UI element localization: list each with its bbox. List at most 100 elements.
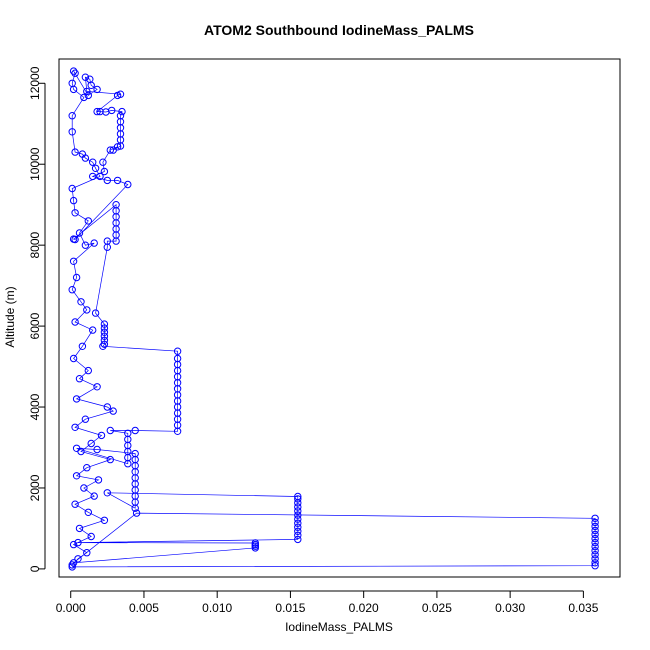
data-point bbox=[68, 112, 76, 120]
data-point bbox=[118, 107, 126, 116]
data-point bbox=[72, 273, 81, 282]
x-tick-label: 0.025 bbox=[422, 601, 452, 615]
data-point bbox=[80, 93, 88, 102]
data-point bbox=[294, 492, 302, 501]
chart-title: ATOM2 Southbound IodineMass_PALMS bbox=[204, 22, 474, 38]
data-point bbox=[591, 522, 599, 531]
x-tick-label: 0.005 bbox=[129, 601, 159, 615]
data-point bbox=[100, 332, 109, 340]
data-point bbox=[77, 298, 85, 306]
data-point bbox=[83, 549, 91, 557]
data-point bbox=[173, 347, 182, 355]
data-point bbox=[106, 455, 115, 464]
data-point bbox=[69, 540, 78, 549]
data-point bbox=[68, 563, 76, 571]
data-point bbox=[294, 535, 302, 544]
data-point bbox=[99, 158, 107, 166]
x-tick-label: 0.015 bbox=[275, 601, 305, 615]
data-point bbox=[124, 429, 132, 437]
data-point bbox=[90, 492, 98, 500]
data-point bbox=[81, 73, 90, 81]
data-point bbox=[69, 257, 78, 265]
data-point bbox=[90, 239, 98, 247]
data-point bbox=[100, 340, 109, 348]
data-point bbox=[103, 489, 112, 497]
y-axis-label: Altitude (m) bbox=[3, 286, 17, 347]
data-point bbox=[96, 107, 104, 116]
data-point bbox=[100, 167, 109, 176]
data-point bbox=[103, 237, 112, 245]
data-point bbox=[83, 306, 91, 314]
data-point bbox=[72, 472, 81, 480]
data-point bbox=[87, 532, 95, 541]
data-point bbox=[68, 184, 76, 193]
data-point bbox=[251, 539, 260, 547]
data-point bbox=[294, 523, 302, 531]
data-point bbox=[81, 154, 90, 162]
data-point bbox=[77, 447, 85, 456]
data-point bbox=[294, 515, 302, 523]
data-point bbox=[71, 235, 79, 244]
data-point bbox=[72, 395, 81, 403]
plot-frame bbox=[58, 58, 621, 578]
y-tick-label: 12000 bbox=[28, 66, 42, 100]
data-point bbox=[84, 217, 93, 225]
data-layer bbox=[68, 67, 599, 571]
y-tick-label: 2000 bbox=[28, 474, 42, 501]
data-point bbox=[591, 518, 599, 527]
data-point bbox=[87, 439, 95, 448]
data-point bbox=[294, 519, 302, 527]
data-point bbox=[81, 241, 90, 249]
data-point bbox=[103, 403, 112, 411]
data-point bbox=[89, 158, 97, 166]
data-point bbox=[75, 375, 84, 383]
data-point bbox=[75, 229, 84, 237]
data-point bbox=[109, 146, 117, 154]
data-point bbox=[87, 81, 95, 90]
x-axis-label: IodineMass_PALMS bbox=[285, 620, 393, 634]
data-point bbox=[131, 449, 139, 458]
x-tick-label: 0.000 bbox=[56, 601, 86, 615]
data-point bbox=[71, 423, 79, 431]
y-tick-label: 4000 bbox=[28, 393, 42, 420]
data-point bbox=[74, 538, 82, 547]
data-point bbox=[294, 495, 302, 503]
data-point bbox=[89, 326, 97, 334]
x-tick-label: 0.035 bbox=[568, 601, 598, 615]
data-point bbox=[132, 509, 141, 517]
data-point bbox=[100, 516, 109, 524]
data-point bbox=[591, 551, 599, 559]
data-point bbox=[93, 107, 101, 116]
x-tick-label: 0.020 bbox=[349, 601, 379, 615]
data-point bbox=[81, 415, 90, 423]
data-point bbox=[112, 201, 120, 209]
data-point bbox=[69, 559, 78, 567]
data-point bbox=[131, 426, 139, 435]
data-point bbox=[84, 508, 93, 516]
data-point bbox=[71, 69, 79, 77]
data-point bbox=[591, 530, 599, 539]
data-point bbox=[69, 67, 78, 75]
data-point bbox=[294, 507, 302, 515]
data-point bbox=[94, 476, 103, 484]
data-point bbox=[173, 354, 182, 363]
data-point bbox=[69, 196, 78, 205]
data-point bbox=[75, 524, 84, 533]
data-point bbox=[591, 547, 599, 555]
y-tick-label: 10000 bbox=[28, 147, 42, 181]
data-point bbox=[106, 146, 115, 154]
data-point bbox=[591, 534, 599, 543]
data-point bbox=[113, 176, 122, 185]
y-tick-label: 8000 bbox=[28, 231, 42, 258]
data-point bbox=[294, 511, 302, 519]
y-tick-label: 0 bbox=[28, 565, 42, 572]
data-point bbox=[83, 87, 91, 96]
data-point bbox=[100, 328, 109, 336]
data-point bbox=[69, 354, 78, 363]
data-point bbox=[93, 85, 101, 94]
data-point bbox=[68, 128, 76, 136]
data-point bbox=[591, 526, 599, 535]
data-point bbox=[68, 561, 76, 569]
data-point bbox=[106, 426, 115, 435]
